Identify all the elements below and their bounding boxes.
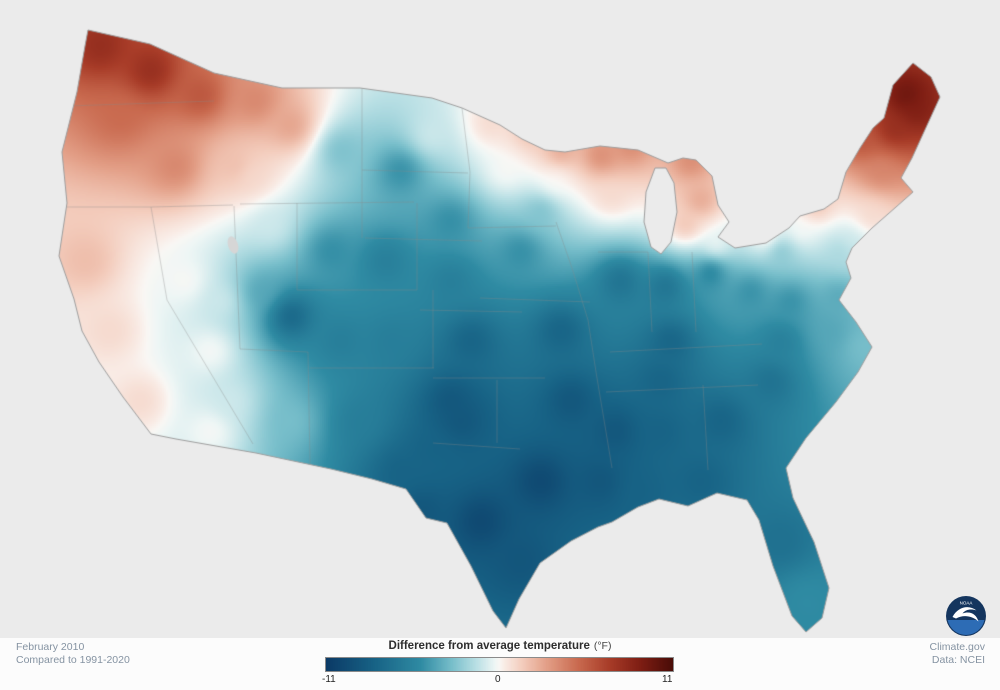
noaa-text: NOAA	[960, 601, 973, 606]
noaa-logo-icon: NOAA	[946, 596, 986, 636]
legend: Difference from average temperature (°F) …	[250, 638, 750, 690]
legend-colorbar	[325, 657, 674, 672]
legend-tick-max: 11	[662, 674, 673, 685]
date-block: February 2010 Compared to 1991-2020	[16, 641, 130, 666]
noaa-gull-icon	[952, 607, 979, 622]
data-source-credit: Data: NCEI	[931, 653, 985, 666]
footer: February 2010 Compared to 1991-2020 Diff…	[0, 638, 1000, 690]
legend-tick-mid: 0	[495, 674, 501, 685]
credit-block: Climate.gov Data: NCEI	[930, 641, 985, 666]
baseline-label: Compared to 1991-2020	[16, 653, 130, 666]
date-label: February 2010	[16, 641, 85, 653]
legend-title-row: Difference from average temperature (°F)	[250, 640, 750, 652]
legend-title: Difference from average temperature	[388, 640, 590, 652]
legend-units: (°F)	[593, 640, 612, 652]
noaa-ocean-shape	[947, 620, 985, 635]
climate-gov-credit: Climate.gov	[929, 641, 985, 653]
legend-tick-min: -11	[322, 674, 336, 685]
